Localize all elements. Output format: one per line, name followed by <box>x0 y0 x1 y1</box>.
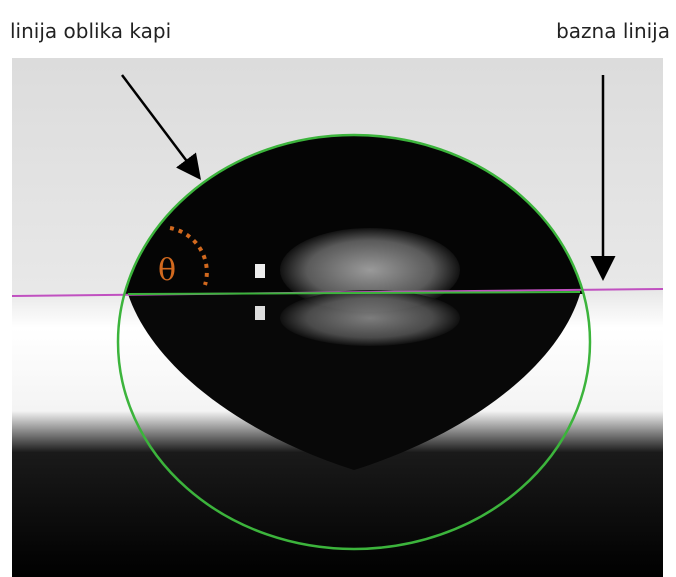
highlight-reflection <box>280 290 460 346</box>
baseline-label: bazna linija <box>556 19 670 43</box>
angle-label: θ <box>158 253 176 288</box>
spot <box>255 306 265 320</box>
drop-shape-label: linija oblika kapi <box>10 19 171 43</box>
spot <box>255 264 265 278</box>
diagram: θ linija oblika kapi bazna linija <box>0 0 676 577</box>
